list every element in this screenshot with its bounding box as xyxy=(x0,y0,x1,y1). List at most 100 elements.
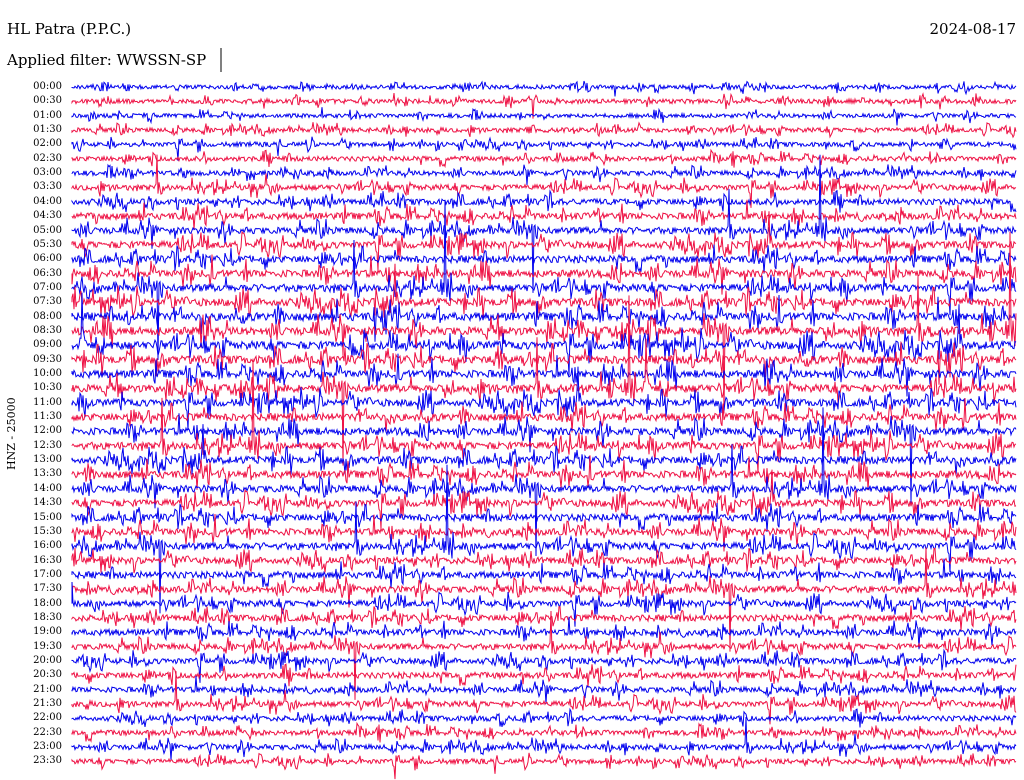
trace-1330 xyxy=(71,455,1017,491)
time-label: 13:30 xyxy=(33,468,62,480)
trace-2330 xyxy=(71,752,1017,780)
record-date: 2024-08-17 xyxy=(929,20,1016,38)
trace-2300 xyxy=(71,716,1017,761)
trace-0100 xyxy=(71,107,1017,126)
time-label: 10:00 xyxy=(33,368,62,379)
trace-0830 xyxy=(71,231,1017,414)
trace-1900 xyxy=(71,616,1017,650)
time-label: 20:30 xyxy=(33,669,62,681)
time-label: 16:30 xyxy=(33,554,62,566)
trace-2130 xyxy=(71,671,1017,725)
trace-2000 xyxy=(71,648,1017,683)
trace-0030 xyxy=(71,92,1017,119)
trace-0800 xyxy=(71,294,1017,342)
trace-1200 xyxy=(71,413,1017,504)
time-label: 23:00 xyxy=(33,741,62,753)
time-label: 02:00 xyxy=(33,138,62,150)
time-label: 11:00 xyxy=(33,396,62,408)
time-label: 03:00 xyxy=(33,167,62,179)
trace-2200 xyxy=(71,707,1017,728)
time-label: 08:30 xyxy=(33,324,62,336)
time-label: 03:30 xyxy=(33,181,62,193)
trace-1700 xyxy=(71,558,1017,589)
time-label: 01:30 xyxy=(33,124,62,136)
time-label: 15:30 xyxy=(33,525,62,537)
trace-2230 xyxy=(71,721,1017,743)
time-label: 19:00 xyxy=(33,626,62,638)
time-label: 13:00 xyxy=(33,454,62,466)
time-label: 08:00 xyxy=(33,310,62,322)
time-label: 17:30 xyxy=(33,583,62,595)
filter-label: Applied filter: WWSSN-SP xyxy=(7,51,207,69)
trace-1130 xyxy=(71,397,1017,433)
time-label: 01:00 xyxy=(33,109,62,121)
trace-0700 xyxy=(71,200,1017,361)
trace-0930 xyxy=(71,341,1017,385)
trace-1630 xyxy=(71,547,1017,574)
trace-0900 xyxy=(71,292,1017,376)
trace-1100 xyxy=(71,366,1017,431)
trace-1230 xyxy=(71,358,1017,474)
trace-0430 xyxy=(71,199,1017,230)
time-label: 06:00 xyxy=(33,253,62,265)
trace-0600 xyxy=(71,244,1017,274)
time-label: 14:30 xyxy=(33,497,62,509)
time-label: 06:30 xyxy=(33,267,62,279)
time-label: 00:00 xyxy=(33,81,62,92)
trace-2100 xyxy=(71,675,1017,705)
time-label: 11:30 xyxy=(33,411,62,423)
time-label: 00:30 xyxy=(33,95,62,107)
time-label: 22:00 xyxy=(33,712,62,724)
time-label: 20:00 xyxy=(33,655,62,666)
trace-0300 xyxy=(71,163,1017,186)
time-label: 12:00 xyxy=(33,425,62,437)
time-label: 04:00 xyxy=(33,195,62,207)
trace-1830 xyxy=(71,605,1017,631)
trace-0500 xyxy=(71,154,1017,293)
trace-1430 xyxy=(71,469,1017,530)
time-label: 05:30 xyxy=(33,238,62,250)
trace-0630 xyxy=(71,254,1017,295)
trace-0230 xyxy=(71,148,1017,169)
time-label: 21:00 xyxy=(33,683,62,695)
station-title: HL Patra (P.P.C.) xyxy=(7,20,132,38)
trace-1930 xyxy=(71,610,1017,700)
time-label: 04:30 xyxy=(33,210,62,222)
time-label: 09:00 xyxy=(33,339,62,351)
time-label: 09:30 xyxy=(33,353,62,365)
time-label: 22:30 xyxy=(33,726,62,738)
trace-0330 xyxy=(71,154,1017,208)
trace-1600 xyxy=(71,464,1017,614)
trace-1400 xyxy=(71,407,1017,557)
trace-1530 xyxy=(71,513,1017,552)
time-label: 15:00 xyxy=(33,511,62,523)
time-label: 17:00 xyxy=(33,568,62,580)
trace-0530 xyxy=(71,211,1017,271)
trace-0130 xyxy=(71,121,1017,139)
time-label: 16:00 xyxy=(33,540,62,552)
time-label: 05:00 xyxy=(33,224,62,236)
trace-1500 xyxy=(71,502,1017,532)
time-label: 10:30 xyxy=(33,382,62,394)
time-label: 07:00 xyxy=(33,281,62,293)
trace-1730 xyxy=(71,547,1017,652)
trace-0000 xyxy=(71,80,1017,97)
trace-1030 xyxy=(71,295,1017,466)
time-label: 18:00 xyxy=(33,597,62,609)
trace-2030 xyxy=(71,663,1017,687)
time-label: 19:30 xyxy=(33,640,62,652)
time-label: 18:30 xyxy=(33,611,62,623)
time-label: 21:30 xyxy=(33,698,62,710)
trace-1300 xyxy=(71,424,1017,476)
time-label: 23:30 xyxy=(33,755,62,767)
time-label: 07:30 xyxy=(33,296,62,308)
time-label: 02:30 xyxy=(33,152,62,164)
time-label: 14:00 xyxy=(33,482,62,494)
trace-0200 xyxy=(71,136,1017,161)
trace-1000 xyxy=(71,353,1017,397)
trace-1800 xyxy=(71,581,1017,627)
trace-0400 xyxy=(71,189,1017,213)
time-label: 12:30 xyxy=(33,439,62,451)
trace-0730 xyxy=(71,263,1017,318)
